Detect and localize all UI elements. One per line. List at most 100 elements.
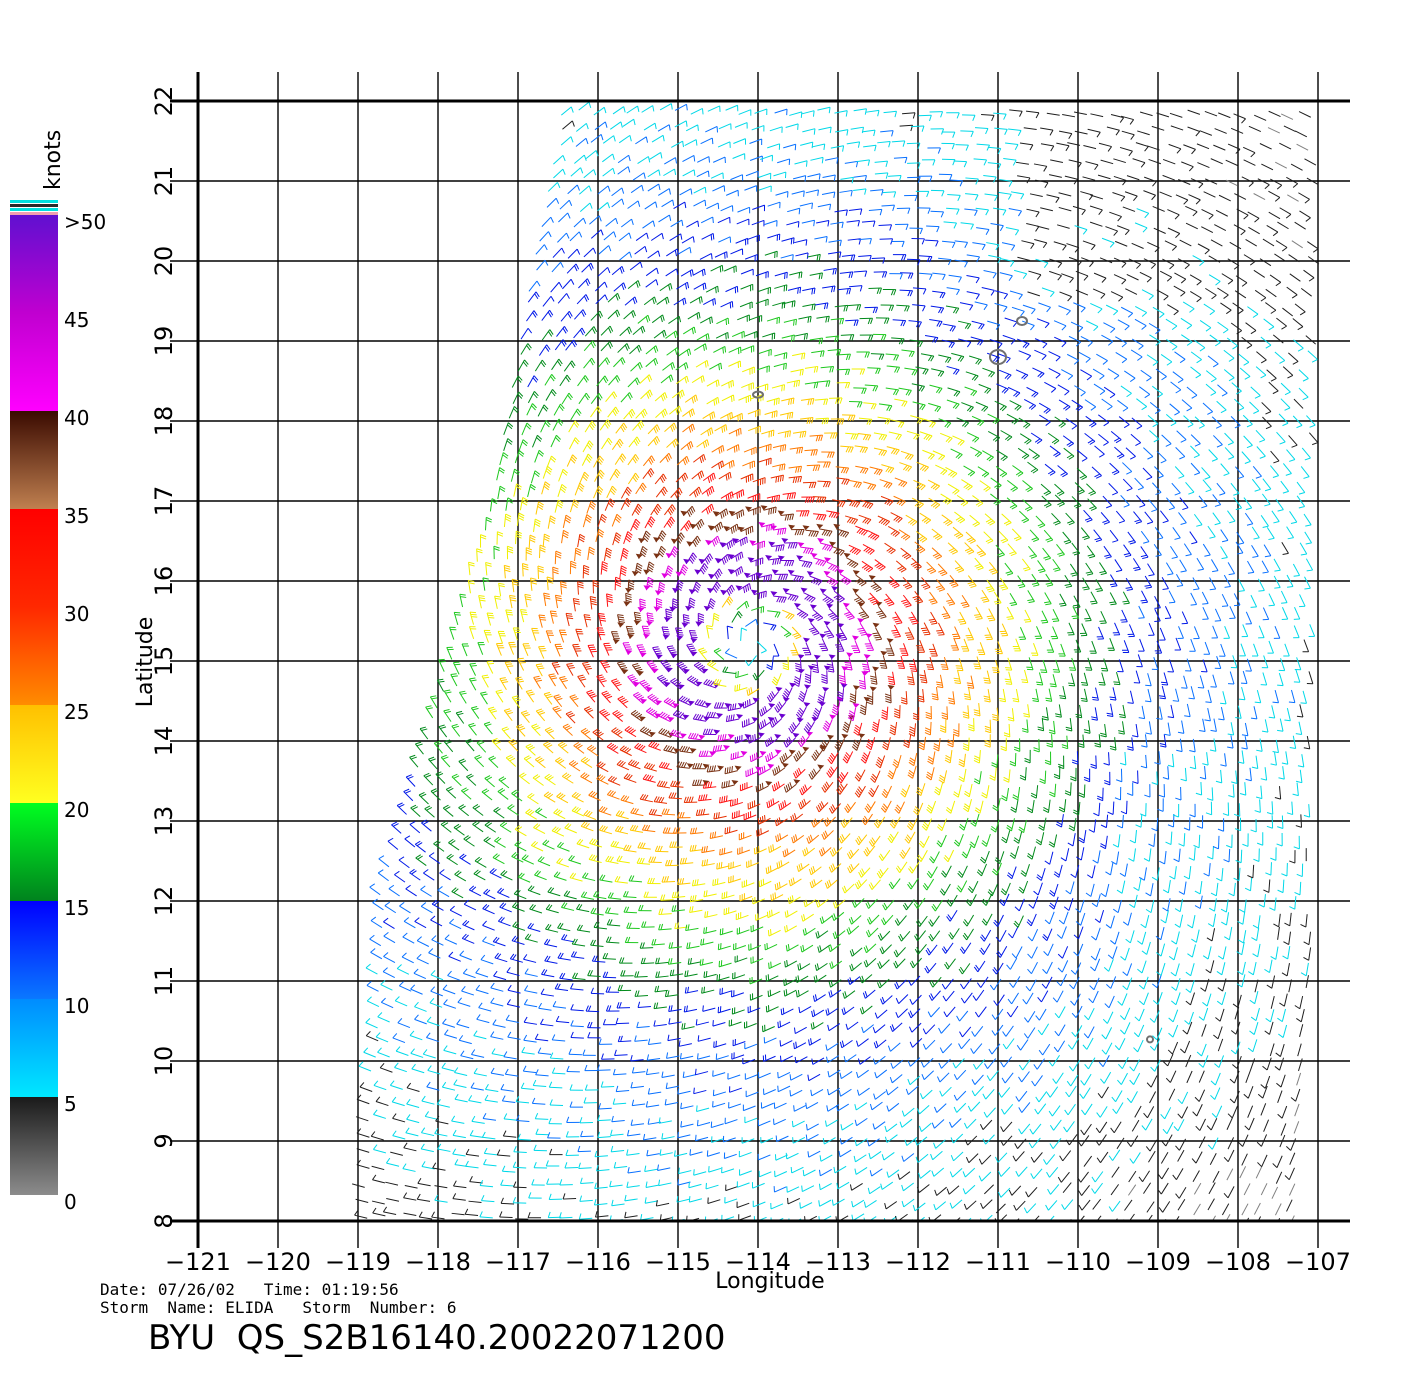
wind-barb: [1023, 704, 1029, 717]
wind-barb: [646, 1069, 659, 1075]
wind-barb: [740, 893, 752, 901]
wind-barb: [567, 455, 577, 467]
wind-barb: [881, 707, 887, 720]
wind-barb: [1102, 399, 1113, 410]
wind-barb: [501, 870, 513, 880]
island-outline: [1147, 1036, 1153, 1042]
wind-barb: [494, 971, 506, 979]
wind-barb: [947, 366, 960, 374]
wind-barb: [761, 1137, 773, 1143]
wind-barb: [491, 1032, 504, 1040]
wind-barb: [648, 251, 660, 258]
wind-barb: [772, 464, 785, 471]
wind-barb: [1281, 114, 1293, 119]
wind-barb: [939, 419, 951, 428]
wind-barb: [1265, 1022, 1273, 1035]
wind-barb: [620, 566, 627, 579]
wind-barb: [1226, 835, 1232, 848]
wind-barb: [470, 1130, 483, 1137]
wind-barb: [1275, 162, 1287, 168]
wind-barb: [562, 393, 573, 404]
wind-barb: [937, 1073, 949, 1082]
wind-barb: [1132, 243, 1144, 248]
wind-barb: [1059, 686, 1065, 699]
wind-barb: [1215, 1009, 1224, 1021]
wind-barb: [1297, 496, 1305, 508]
wind-barb: [1263, 608, 1269, 620]
wind-barb: [1150, 1092, 1156, 1104]
wind-barb: [558, 293, 569, 303]
wind-barb: [583, 441, 593, 452]
wind-barb: [1007, 958, 1017, 969]
wind-barb: [372, 1166, 385, 1169]
wind-barb: [1093, 369, 1104, 379]
wind-barb: [690, 828, 703, 834]
wind-barb: [749, 315, 761, 322]
wind-barb: [1066, 1086, 1077, 1097]
wind-barb: [487, 661, 494, 673]
wind-barb: [601, 438, 612, 449]
wind-barb: [830, 222, 843, 228]
wind-barb: [744, 1021, 756, 1028]
wind-barb: [841, 818, 852, 828]
wind-barb: [552, 662, 560, 674]
wind-barb: [894, 399, 907, 406]
wind-barb: [1204, 863, 1211, 876]
wind-barb: [1113, 1102, 1123, 1113]
wind-barb: [357, 1129, 369, 1138]
wind-barb: [1047, 640, 1054, 652]
wind-barb: [999, 1087, 1010, 1097]
wind-barb: [459, 759, 468, 771]
wind-barb: [642, 221, 654, 228]
wind-barb: [1000, 273, 1013, 281]
wind-barb: [1051, 627, 1058, 639]
wind-barb: [1299, 112, 1311, 118]
wind-barb: [482, 789, 492, 800]
wind-barb: [1260, 259, 1271, 266]
colorbar-overflow-stripe: [10, 208, 58, 211]
wind-barb: [1132, 1120, 1139, 1131]
wind-barb: [1106, 976, 1115, 988]
wind-barb: [504, 565, 510, 578]
wind-barb: [472, 1116, 485, 1123]
wind-barb: [478, 642, 485, 654]
wind-barb: [492, 738, 501, 750]
wind-barb: [980, 930, 990, 941]
wind-barb: [1098, 175, 1110, 179]
wind-barb: [1014, 1201, 1026, 1210]
wind-barb: [727, 445, 739, 453]
wind-barb: [802, 288, 815, 294]
wind-barb: [1040, 128, 1053, 135]
wind-barb: [1303, 947, 1310, 960]
wind-barb: [901, 350, 914, 357]
wind-barb: [1289, 690, 1295, 703]
wind-barb: [661, 660, 673, 672]
wind-barb: [863, 544, 874, 554]
wind-barb: [514, 1182, 527, 1188]
wind-barb: [524, 1035, 537, 1042]
wind-barb: [629, 345, 641, 354]
wind-barb: [1248, 1106, 1253, 1118]
wind-barb: [942, 943, 953, 954]
wind-barb: [638, 842, 651, 849]
wind-barb: [1080, 370, 1091, 380]
wind-barb: [608, 776, 620, 785]
wind-barb: [859, 515, 871, 524]
wind-barb: [541, 969, 554, 976]
wind-barb: [974, 159, 987, 165]
wind-barb: [1210, 675, 1216, 687]
wind-barb: [559, 469, 568, 481]
wind-barb: [867, 530, 879, 540]
wind-barb: [1271, 996, 1274, 1009]
wind-barb: [1081, 258, 1093, 267]
wind-barb: [981, 785, 988, 798]
wind-barb: [1152, 1028, 1161, 1040]
wind-barb: [1133, 1040, 1143, 1052]
wind-barb: [453, 1181, 466, 1188]
wind-barb: [1045, 464, 1055, 475]
wind-barb: [961, 480, 972, 491]
wind-barb: [824, 557, 839, 571]
wind-barb: [1306, 559, 1312, 571]
wind-barb: [599, 806, 611, 815]
wind-barb: [921, 577, 930, 589]
